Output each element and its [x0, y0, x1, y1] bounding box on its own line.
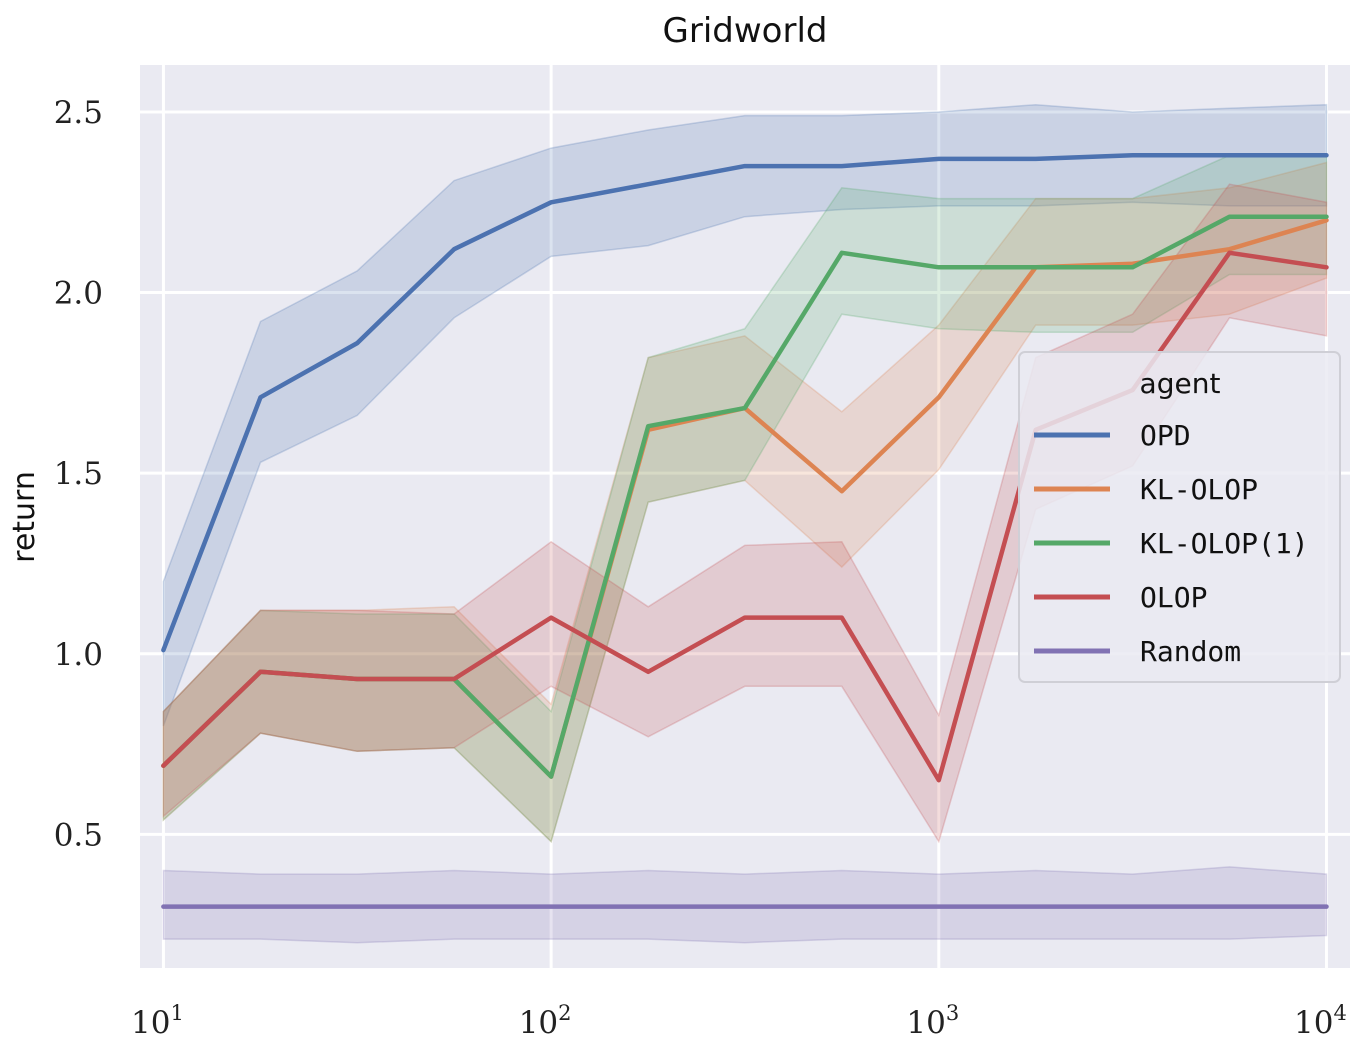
y-tick-label: 2.5 [54, 95, 103, 131]
x-tick-label: 103 [906, 1001, 959, 1041]
y-tick-label: 2.0 [54, 276, 103, 312]
legend-label-kl-olop-1: KL-OLOP(1) [1140, 527, 1309, 560]
legend-label-opd: OPD [1140, 419, 1191, 452]
x-tick-label: 102 [519, 1001, 572, 1041]
legend-label-random: Random [1140, 635, 1241, 668]
x-axis-ticks: 101 102 103 104 [131, 1001, 1347, 1041]
y-tick-label: 0.5 [54, 817, 103, 853]
x-tick-label: 101 [131, 1001, 184, 1041]
y-tick-label: 1.5 [54, 456, 103, 492]
band-kl-olop [162, 161, 1328, 844]
y-axis-ticks: 0.5 1.0 1.5 2.0 2.5 [54, 95, 103, 853]
legend-label-kl-olop: KL-OLOP [1140, 473, 1258, 506]
legend-box [1018, 351, 1341, 683]
legend-title: agent [1140, 367, 1221, 400]
line-opd [161, 153, 1329, 653]
legend: agent OPD KL-OLOP KL-OLOP(1) OLOP Random [1018, 351, 1341, 683]
x-tick-label: 104 [1294, 1001, 1347, 1041]
legend-items: OPD KL-OLOP KL-OLOP(1) OLOP Random [1034, 419, 1309, 668]
chart-title: Gridworld [663, 11, 828, 51]
band-kl-olop-1 [162, 154, 1328, 844]
legend-label-olop: OLOP [1140, 581, 1207, 614]
band-opd [162, 103, 1328, 727]
y-axis-label: return [7, 471, 42, 563]
y-tick-label: 1.0 [54, 637, 103, 673]
